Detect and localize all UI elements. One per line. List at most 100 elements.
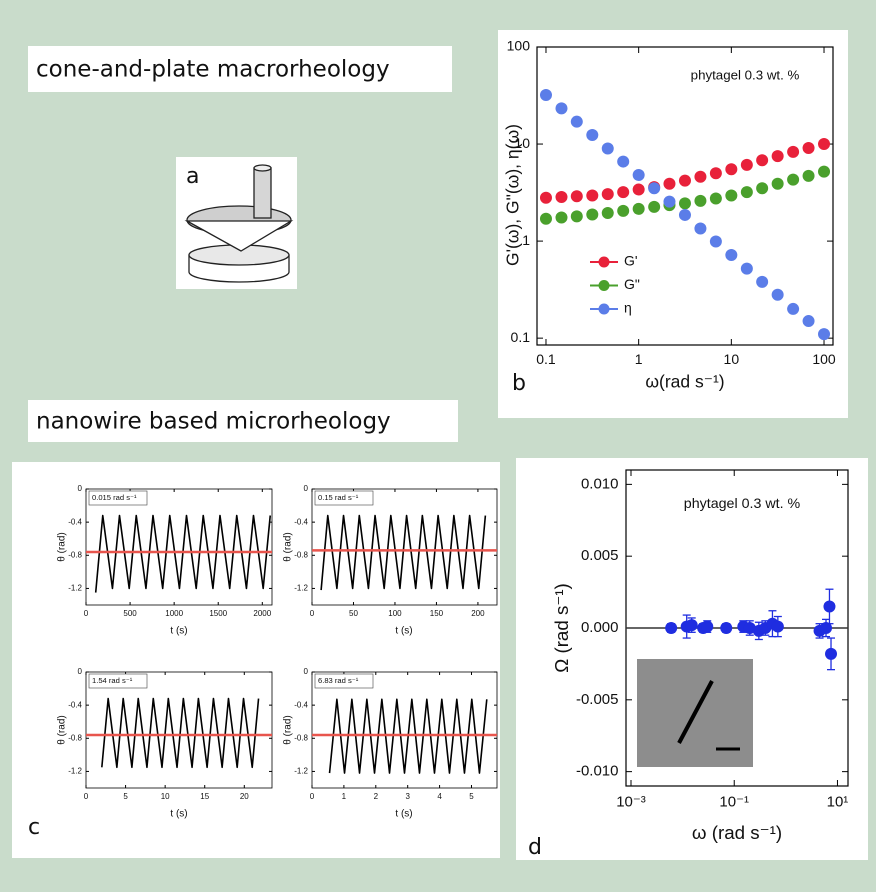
x-tick-label: 1000: [165, 609, 183, 618]
data-point: [818, 138, 830, 150]
panel-label: c: [28, 815, 40, 840]
annotation: 6.83 rad s⁻¹: [318, 676, 359, 685]
y-axis-label: θ (rad): [283, 715, 294, 744]
data-point: [617, 156, 629, 168]
data-point: [818, 166, 830, 178]
x-axis-label: t (s): [395, 626, 412, 637]
legend-label: η: [624, 300, 632, 316]
heading: cone-and-plate macrorheology: [36, 57, 390, 83]
x-tick-label: 200: [471, 609, 485, 618]
x-axis-label: ω(rad s⁻¹): [645, 372, 724, 392]
data-point: [803, 315, 815, 327]
annotation: 0.015 rad s⁻¹: [92, 493, 137, 502]
data-point: [787, 174, 799, 186]
y-tick-label: 0.005: [581, 547, 619, 564]
data-point: [694, 171, 706, 183]
x-tick-label: 500: [123, 609, 137, 618]
y-tick-label: -0.8: [68, 550, 82, 559]
data-point: [679, 209, 691, 221]
y-tick-label: 0.1: [511, 329, 531, 345]
data-point: [555, 212, 567, 224]
y-tick-label: 1: [522, 232, 530, 248]
data-point: [679, 175, 691, 187]
data-point: [787, 303, 799, 315]
y-tick-label: -1.2: [294, 767, 308, 776]
x-tick-label: 0: [84, 609, 89, 618]
data-point: [686, 619, 698, 631]
x-axis-label: t (s): [170, 809, 187, 820]
data-point: [648, 201, 660, 213]
data-point: [787, 146, 799, 158]
x-tick-label: 3: [405, 792, 410, 801]
y-tick-label: -0.4: [68, 700, 82, 709]
panel-label: a: [186, 164, 199, 189]
data-point: [803, 170, 815, 182]
data-point: [756, 154, 768, 166]
data-point: [823, 600, 835, 612]
x-tick-label: 0: [310, 609, 315, 618]
data-point: [633, 203, 645, 215]
x-axis-label: t (s): [395, 809, 412, 820]
data-point: [586, 208, 598, 220]
data-point: [648, 182, 660, 194]
data-point: [720, 622, 732, 634]
data-point: [825, 648, 837, 660]
data-point: [602, 142, 614, 154]
legend-label: G": [624, 276, 640, 292]
y-tick-label: -0.8: [294, 550, 308, 559]
x-tick-label: 1500: [209, 609, 227, 618]
y-tick-label: 0: [304, 667, 309, 676]
y-tick-label: -0.8: [68, 733, 82, 742]
data-point: [633, 184, 645, 196]
data-point: [633, 169, 645, 181]
x-tick-label: 100: [388, 609, 402, 618]
y-tick-label: -0.8: [294, 733, 308, 742]
data-point: [665, 622, 677, 634]
data-point: [540, 192, 552, 204]
data-point: [803, 142, 815, 154]
x-tick-label: 1: [635, 351, 643, 367]
figure: cone-and-plate macrorheology nanowire ba…: [0, 0, 876, 892]
data-point: [710, 192, 722, 204]
data-point: [694, 222, 706, 234]
data-point: [602, 207, 614, 219]
annotation: 1.54 rad s⁻¹: [92, 676, 133, 685]
y-axis-label: G'(ω), G"(ω), η(ω): [503, 124, 523, 266]
data-point: [725, 163, 737, 175]
y-tick-label: 0: [78, 667, 83, 676]
x-tick-label: 2: [374, 792, 379, 801]
y-tick-label: 0.000: [581, 619, 619, 636]
heading: nanowire based microrheology: [36, 409, 391, 435]
data-point: [555, 191, 567, 203]
x-tick-label: 10: [161, 792, 170, 801]
data-point: [741, 186, 753, 198]
legend-marker: [599, 257, 610, 268]
panel-label: b: [512, 371, 526, 396]
y-tick-label: -0.005: [576, 691, 619, 708]
y-tick-label: -1.2: [294, 584, 308, 593]
x-tick-label: 0: [84, 792, 89, 801]
inset-image: [637, 659, 753, 767]
data-point: [540, 89, 552, 101]
y-tick-label: 100: [507, 38, 531, 54]
data-point: [701, 621, 713, 633]
data-point: [663, 196, 675, 208]
data-point: [725, 249, 737, 261]
y-tick-label: -0.010: [576, 763, 619, 780]
x-tick-label: 20: [240, 792, 249, 801]
annotation: 0.15 rad s⁻¹: [318, 493, 359, 502]
data-point: [772, 289, 784, 301]
x-tick-label: 4: [437, 792, 442, 801]
x-tick-label: 150: [430, 609, 444, 618]
data-point: [710, 167, 722, 179]
annotation: phytagel 0.3 wt. %: [691, 68, 800, 83]
data-point: [741, 159, 753, 171]
data-point: [571, 190, 583, 202]
data-point: [772, 178, 784, 190]
y-tick-label: -0.4: [68, 517, 82, 526]
data-point: [602, 188, 614, 200]
data-point: [725, 190, 737, 202]
y-axis-label: θ (rad): [283, 532, 294, 561]
x-axis-label: ω (rad s⁻¹): [692, 822, 782, 843]
x-tick-label: 15: [200, 792, 209, 801]
